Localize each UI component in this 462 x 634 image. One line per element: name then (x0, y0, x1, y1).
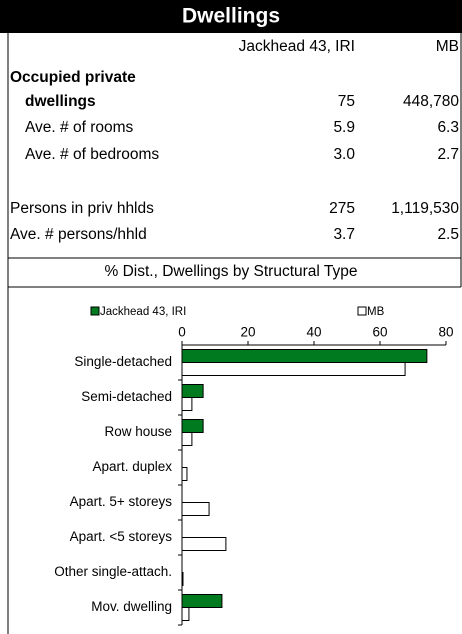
y-tick-label: Other single-attach. (54, 564, 172, 579)
bar (181, 467, 188, 481)
x-tick-label: 20 (240, 325, 255, 340)
legend-label: Jackhead 43, IRI (100, 306, 186, 318)
row-label: Ave. # of rooms (25, 119, 134, 136)
y-tick-label: Mov. dwelling (91, 599, 172, 614)
row-label: Occupied private (10, 69, 136, 86)
bar (181, 397, 193, 411)
y-tick-label: Semi-detached (81, 389, 172, 404)
bar (181, 537, 227, 551)
row-label: dwellings (25, 93, 96, 110)
column-header: MB (436, 38, 459, 55)
row-label: Persons in priv hhlds (10, 200, 154, 217)
bar (181, 362, 406, 376)
row-label: Ave. # of bedrooms (25, 146, 159, 163)
column-header: Jackhead 43, IRI (239, 38, 355, 55)
cell: 2.7 (437, 146, 459, 163)
chart-title: % Dist., Dwellings by Structural Type (105, 263, 358, 280)
x-tick-label: 40 (306, 325, 321, 340)
bar (181, 349, 428, 363)
cell: 6.3 (437, 119, 459, 136)
bar (181, 419, 204, 433)
x-tick-label: 60 (372, 325, 387, 340)
bar (181, 607, 190, 621)
y-tick-label: Row house (104, 424, 172, 439)
bar (181, 432, 193, 446)
header-bar (0, 0, 462, 33)
y-tick-label: Apart. 5+ storeys (70, 494, 173, 509)
legend-swatch (357, 306, 367, 316)
bar (181, 572, 184, 586)
bar (181, 384, 204, 398)
cell: 3.0 (333, 146, 355, 163)
cell: 3.7 (333, 226, 355, 243)
cell: 275 (329, 200, 355, 217)
cell: 1,119,530 (391, 200, 459, 217)
y-tick-label: Single-detached (74, 354, 172, 369)
bar (181, 502, 210, 516)
y-tick-label: Apart. duplex (92, 459, 172, 474)
y-tick-label: Apart. <5 storeys (70, 529, 173, 544)
header-title: Dwellings (182, 5, 280, 28)
x-tick-label: 0 (178, 325, 186, 340)
cell: 448,780 (403, 93, 459, 110)
row-label: Ave. # persons/hhld (10, 226, 147, 243)
bar (181, 594, 223, 608)
cell: 2.5 (437, 226, 459, 243)
cell: 5.9 (333, 119, 355, 136)
legend-label: MB (367, 306, 385, 318)
cell: 75 (338, 93, 355, 110)
x-tick-label: 80 (438, 325, 453, 340)
legend-swatch (90, 306, 100, 316)
